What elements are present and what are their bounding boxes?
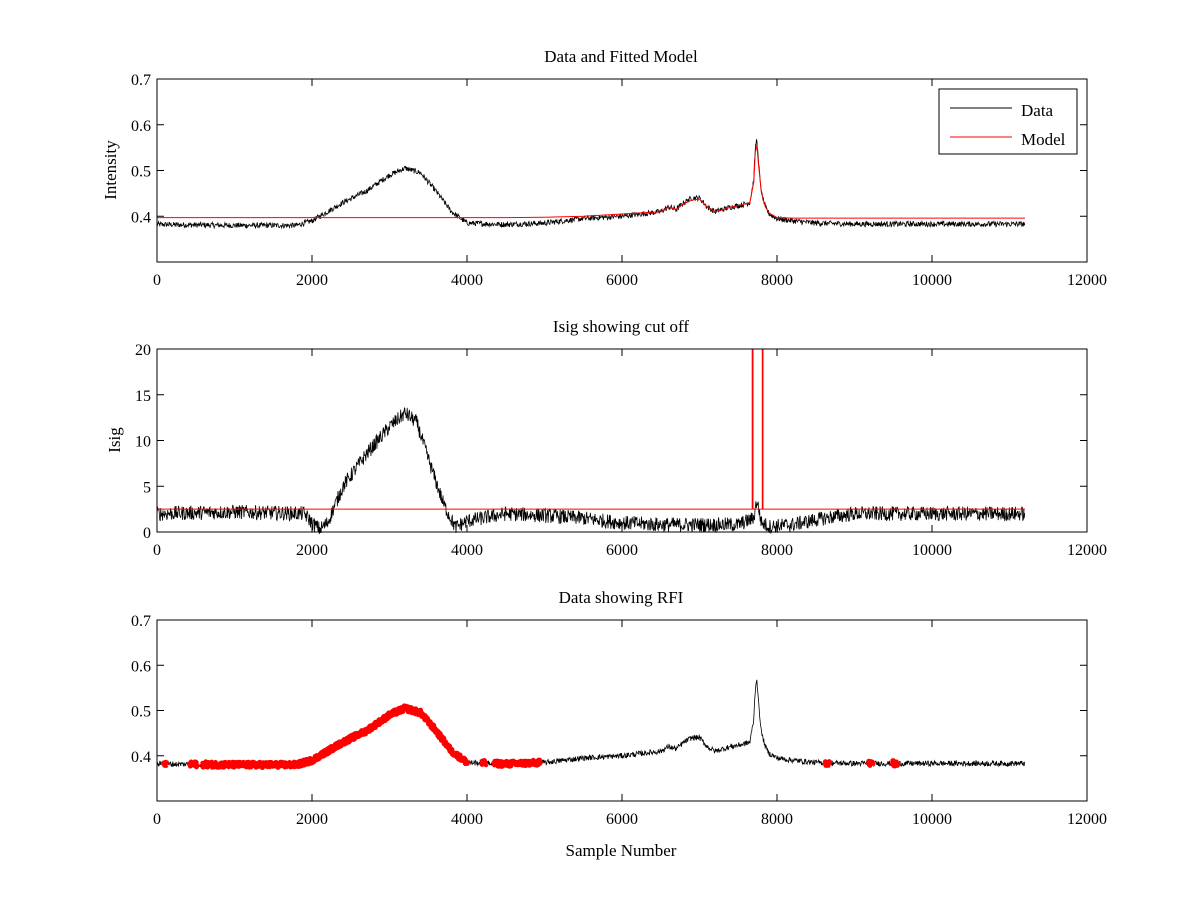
y-tick-label: 0.6 (131, 118, 151, 135)
panel2-series-cut-off (157, 348, 1025, 510)
x-tick-label: 4000 (451, 811, 483, 828)
panel3-series-rfi-segment (187, 759, 200, 770)
x-tick-label: 6000 (606, 542, 638, 559)
y-tick-label: 0.5 (131, 164, 151, 181)
x-tick-label: 6000 (606, 811, 638, 828)
panel2-ylabel: Isig (105, 427, 124, 453)
panel2-ticks: 0 2000 4000 6000 8000 10000 12000 0 5 10 15 20 (135, 342, 1107, 559)
x-tick-label: 4000 (451, 542, 483, 559)
x-tick-label: 10000 (912, 811, 952, 828)
x-tick-label: 10000 (912, 272, 952, 289)
y-tick-label: 5 (143, 479, 151, 496)
x-tick-label: 6000 (606, 272, 638, 289)
panel1-series-model (157, 145, 1025, 219)
panel3-series-rfi-segment (822, 759, 833, 768)
legend-model-label: Model (1021, 130, 1066, 149)
x-tick-label: 0 (153, 272, 161, 289)
panel3-axes-box (156, 619, 1088, 802)
legend-box (938, 88, 1078, 155)
panel3-series-rfi-segment (478, 758, 489, 768)
y-tick-label: 0.4 (131, 749, 151, 766)
x-tick-label: 0 (153, 542, 161, 559)
x-tick-label: 10000 (912, 542, 952, 559)
y-tick-label: 0 (143, 525, 151, 542)
x-tick-label: 12000 (1067, 811, 1107, 828)
y-tick-label: 15 (135, 388, 151, 405)
y-tick-label: 0.5 (131, 704, 151, 721)
x-tick-label: 2000 (296, 542, 328, 559)
y-tick-label: 10 (135, 434, 151, 451)
panel3-series-rfi-segment (199, 703, 471, 770)
panel3-series-rfi-segment (866, 758, 876, 768)
panel3-series-rfi-segment (160, 759, 170, 768)
panel3-plot (156, 679, 1026, 770)
panel3-series-data (156, 679, 1026, 769)
x-tick-label: 8000 (761, 811, 793, 828)
panel-isig-showing-cut-off: Isig showing cut off 0 2000 4000 6000 8000 10… (105, 317, 1107, 559)
panel3-ticks: 0 2000 4000 6000 8000 10000 12000 0.4 0.5 0.6 0.7 (131, 613, 1107, 828)
panel2-series-isig (156, 406, 1026, 535)
panel2-plot (156, 348, 1026, 535)
x-tick-label: 2000 (296, 272, 328, 289)
x-tick-label: 4000 (451, 272, 483, 289)
panel1-plot (156, 138, 1026, 230)
x-tick-label: 2000 (296, 811, 328, 828)
y-tick-label: 0.7 (131, 613, 151, 630)
panel2-title: Isig showing cut off (553, 317, 689, 336)
panel1-title: Data and Fitted Model (544, 47, 698, 66)
panel2-axes-box (156, 348, 1088, 533)
panel-data-and-fitted-model: Data and Fitted Model 0 2000 4000 6000 8000 1… (101, 47, 1107, 289)
x-tick-label: 8000 (761, 272, 793, 289)
panel3-series-rfi-segment (491, 757, 543, 769)
y-tick-label: 0.7 (131, 72, 151, 89)
x-tick-label: 8000 (761, 542, 793, 559)
panel1-ticks: 0 2000 4000 6000 8000 10000 12000 0.4 0.5 0.6 0.7 (131, 72, 1107, 289)
y-tick-label: 20 (135, 342, 151, 359)
panel1-legend: Data Model (938, 88, 1078, 155)
panel1-series-data (156, 138, 1026, 230)
x-tick-label: 12000 (1067, 542, 1107, 559)
panel1-ylabel: Intensity (101, 140, 120, 200)
panel-data-showing-rfi: Data showing RFI 0 2000 4000 6000 8000 10000 1… (131, 588, 1107, 860)
x-tick-label: 12000 (1067, 272, 1107, 289)
panel3-series-rfi-segment (889, 758, 901, 769)
panel3-xlabel: Sample Number (566, 841, 677, 860)
y-tick-label: 0.4 (131, 209, 151, 226)
panel3-title: Data showing RFI (559, 588, 684, 607)
legend-data-label: Data (1021, 101, 1054, 120)
y-tick-label: 0.6 (131, 658, 151, 675)
x-tick-label: 0 (153, 811, 161, 828)
